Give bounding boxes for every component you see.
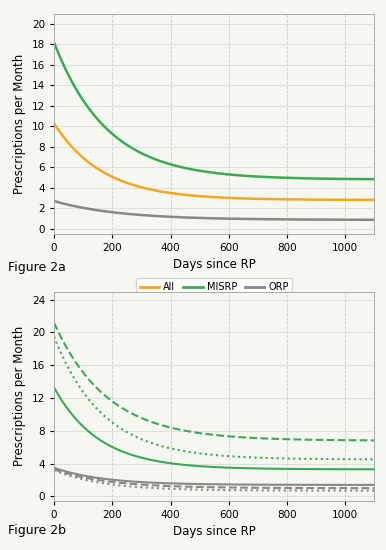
Y-axis label: Prescriptions per Month: Prescriptions per Month	[13, 54, 26, 194]
Legend: All, MISRP, ORP: All, MISRP, ORP	[136, 278, 293, 296]
X-axis label: Days since RP: Days since RP	[173, 525, 256, 538]
X-axis label: Days since RP: Days since RP	[173, 258, 256, 271]
Y-axis label: Prescriptions per Month: Prescriptions per Month	[13, 326, 26, 466]
Text: Figure 2a: Figure 2a	[8, 261, 66, 274]
Text: Figure 2b: Figure 2b	[8, 524, 66, 537]
